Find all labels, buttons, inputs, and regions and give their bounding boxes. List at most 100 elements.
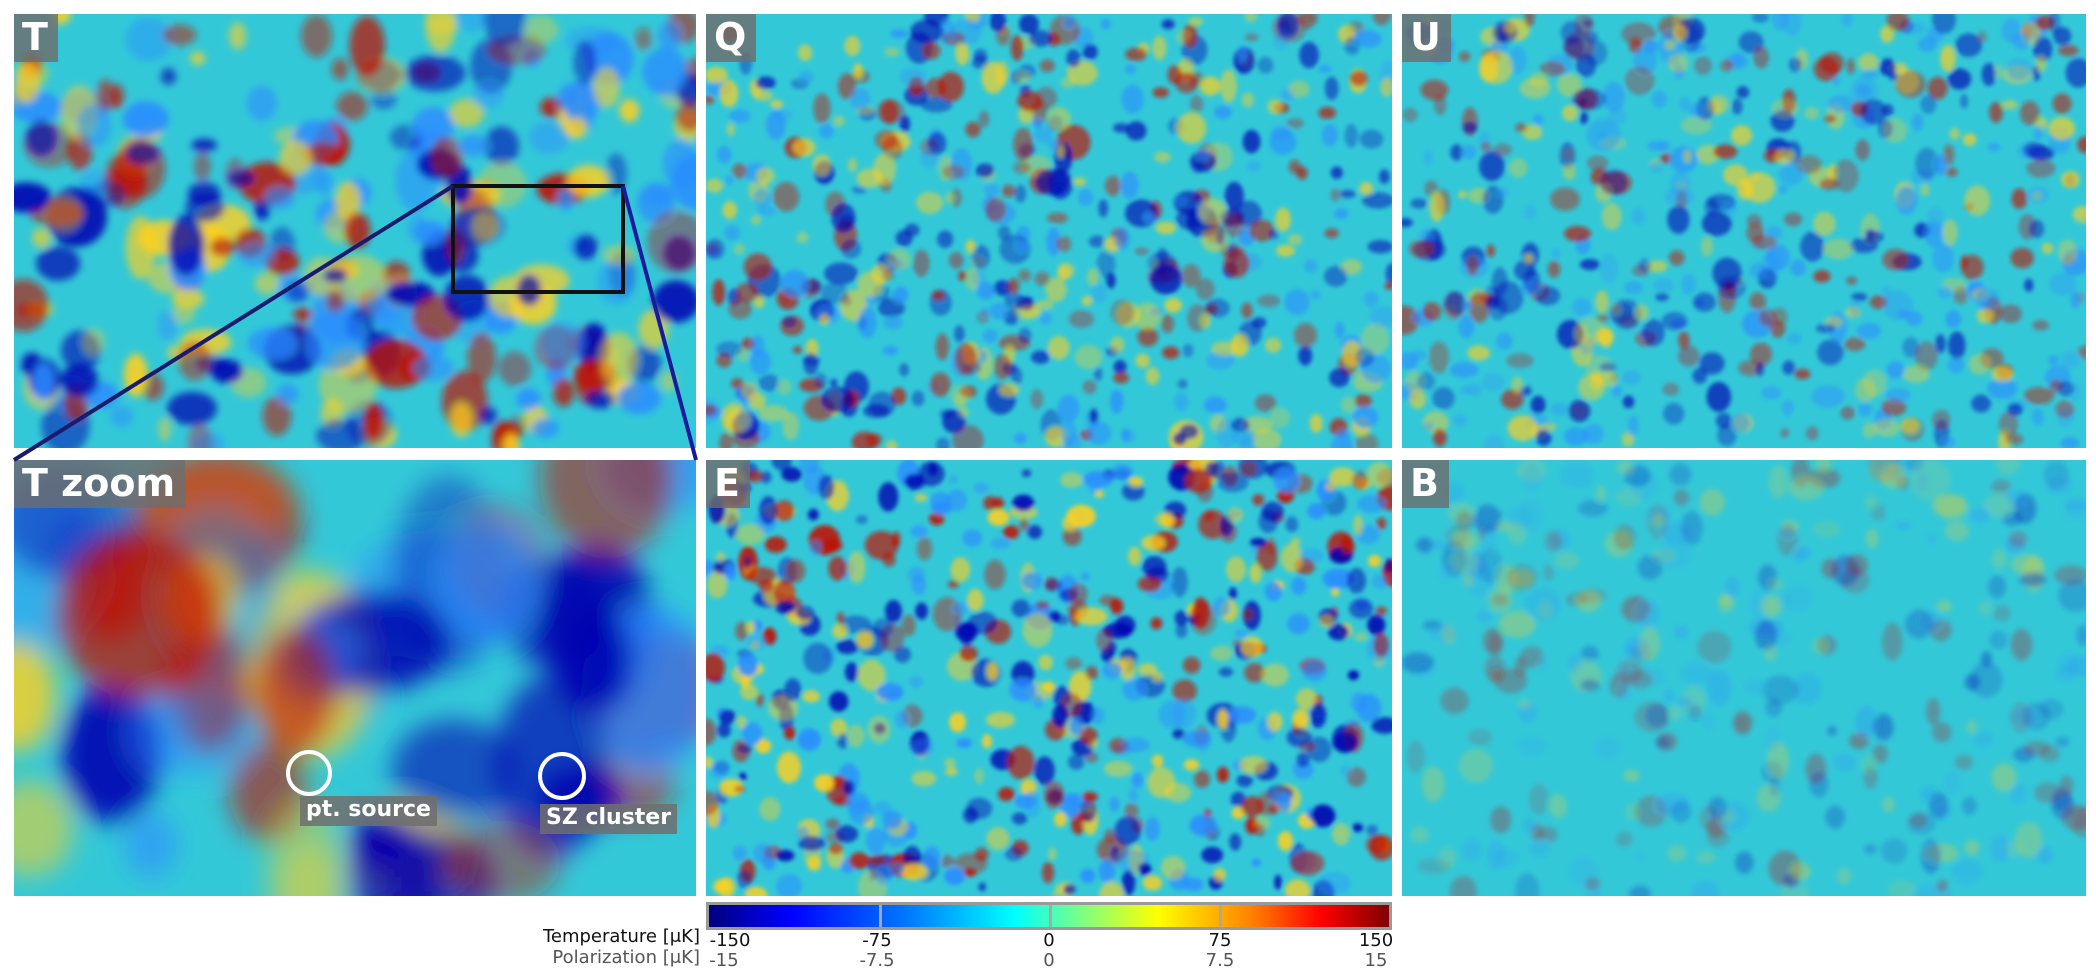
fluctuation-blob: [803, 355, 820, 366]
panel-label-b: B: [1402, 460, 1449, 508]
fluctuation-blob: [1114, 227, 1131, 251]
fluctuation-blob: [1181, 264, 1201, 288]
fluctuation-blob: [1994, 64, 2003, 79]
fluctuation-blob: [2072, 208, 2086, 219]
fluctuation-blob: [882, 810, 903, 830]
fluctuation-blob: [958, 271, 967, 281]
fluctuation-blob: [2060, 170, 2080, 189]
fluctuation-blob: [1524, 14, 1535, 28]
fluctuation-blob: [1018, 327, 1032, 344]
fluctuation-blob: [1018, 269, 1031, 282]
fluctuation-blob: [1124, 802, 1139, 819]
fluctuation-blob: [2010, 628, 2033, 661]
fluctuation-blob: [895, 230, 913, 247]
fluctuation-blob: [756, 205, 777, 216]
fluctuation-blob: [1251, 858, 1261, 867]
fluctuation-blob: [1324, 76, 1339, 101]
fluctuation-blob: [344, 212, 371, 249]
fluctuation-blob: [1637, 554, 1663, 580]
fluctuation-blob: [914, 493, 928, 503]
fluctuation-blob: [1487, 587, 1513, 614]
fluctuation-blob: [802, 690, 821, 703]
fluctuation-blob: [1514, 656, 1527, 677]
fluctuation-blob: [1936, 880, 1949, 892]
fluctuation-blob: [2005, 840, 2023, 858]
fluctuation-blob: [1179, 424, 1199, 439]
fluctuation-blob: [706, 178, 724, 193]
fluctuation-blob: [1182, 730, 1211, 747]
fluctuation-blob: [1964, 839, 1980, 856]
fluctuation-blob: [1502, 23, 1518, 34]
fluctuation-blob: [1047, 335, 1070, 360]
fluctuation-blob: [1433, 428, 1447, 447]
fluctuation-blob: [1987, 142, 2001, 152]
fluctuation-blob: [412, 355, 455, 381]
fluctuation-blob: [1701, 211, 1732, 237]
fluctuation-blob: [1010, 367, 1023, 386]
fluctuation-blob: [1849, 732, 1869, 750]
temperature-map: [14, 14, 696, 448]
fluctuation-blob: [1920, 786, 1940, 803]
fluctuation-blob: [930, 501, 953, 516]
fluctuation-blob: [1935, 334, 1946, 354]
fluctuation-blob: [1655, 292, 1669, 302]
fluctuation-blob: [1458, 749, 1493, 783]
fluctuation-blob: [1704, 197, 1718, 216]
fluctuation-blob: [1074, 344, 1103, 370]
fluctuation-blob: [1896, 521, 1912, 531]
fluctuation-blob: [1862, 422, 1877, 439]
fluctuation-blob: [1991, 366, 2014, 382]
fluctuation-blob: [56, 532, 223, 700]
fluctuation-blob: [962, 529, 983, 547]
u-polarization-map: [1402, 14, 2086, 448]
fluctuation-blob: [1749, 171, 1761, 182]
fluctuation-blob: [1668, 250, 1685, 266]
fluctuation-blob: [1863, 844, 1878, 855]
fluctuation-blob: [573, 40, 597, 85]
fluctuation-blob: [300, 14, 333, 58]
fluctuation-blob: [254, 200, 270, 221]
fluctuation-blob: [1507, 522, 1527, 545]
fluctuation-blob: [14, 640, 57, 752]
fluctuation-blob: [1579, 111, 1589, 125]
fluctuation-blob: [1232, 428, 1257, 446]
fluctuation-blob: [1227, 507, 1244, 523]
fluctuation-blob: [1332, 823, 1351, 846]
fluctuation-blob: [2035, 55, 2047, 73]
fluctuation-blob: [1652, 513, 1664, 525]
fluctuation-blob: [1914, 341, 1938, 372]
fluctuation-blob: [1056, 236, 1072, 252]
fluctuation-blob: [1096, 250, 1116, 279]
fluctuation-blob: [1498, 610, 1536, 638]
fluctuation-blob: [1482, 627, 1504, 654]
fluctuation-blob: [1355, 433, 1379, 448]
fluctuation-blob: [15, 63, 40, 103]
fluctuation-blob: [1749, 292, 1766, 311]
fluctuation-blob: [1815, 323, 1836, 334]
fluctuation-blob: [1582, 423, 1604, 444]
fluctuation-blob: [724, 225, 741, 241]
fluctuation-blob: [1371, 717, 1392, 734]
fluctuation-blob: [824, 262, 858, 285]
fluctuation-blob: [1987, 378, 2018, 400]
fluctuation-blob: [1030, 350, 1050, 364]
fluctuation-blob: [36, 246, 81, 281]
fluctuation-blob: [1920, 94, 1937, 115]
fluctuation-blob: [1881, 838, 1908, 864]
fluctuation-blob: [1864, 495, 1878, 509]
fluctuation-blob: [1960, 254, 1968, 270]
fluctuation-blob: [2057, 239, 2078, 265]
fluctuation-blob: [1998, 411, 2019, 438]
fluctuation-blob: [1964, 674, 1980, 691]
fluctuation-blob: [1568, 855, 1599, 887]
fluctuation-blob: [1906, 311, 1923, 327]
fluctuation-blob: [1380, 77, 1392, 97]
fluctuation-blob: [1110, 336, 1125, 354]
fluctuation-blob: [1021, 469, 1032, 477]
fluctuation-blob: [1044, 576, 1058, 591]
fluctuation-blob: [1935, 600, 1952, 612]
fluctuation-blob: [1462, 300, 1472, 311]
fluctuation-blob: [1976, 289, 1990, 311]
fluctuation-blob: [1965, 720, 1978, 734]
panel-label-t-zoom: T zoom: [14, 460, 186, 508]
